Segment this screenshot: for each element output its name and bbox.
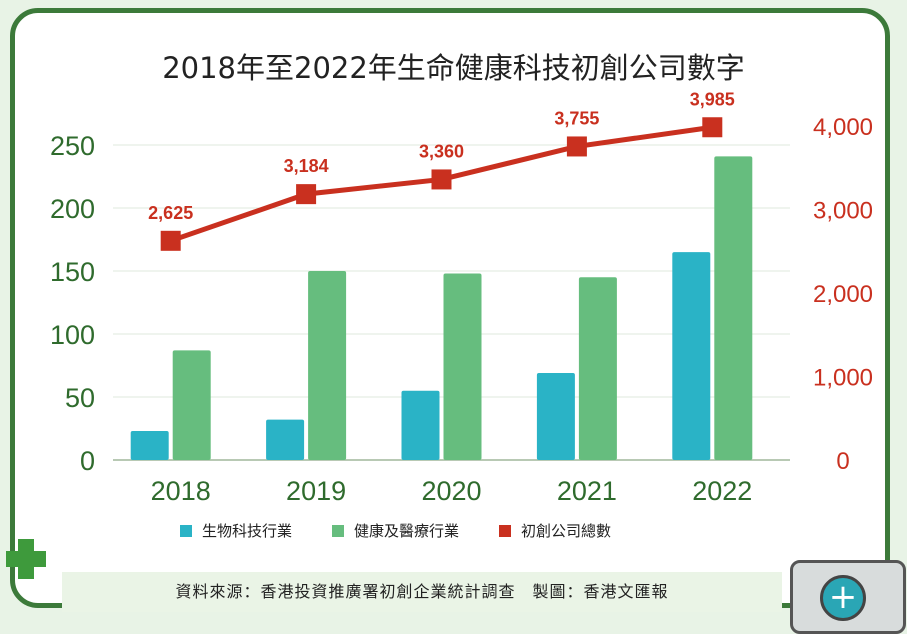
x-axis-tick: 2020	[421, 476, 481, 506]
legend: 生物科技行業 健康及醫療行業 初創公司總數	[180, 520, 611, 541]
legend-label: 生物科技行業	[202, 522, 293, 540]
bar-healthcare	[714, 156, 753, 460]
left-axis-tick: 150	[50, 257, 95, 287]
legend-swatch	[332, 524, 345, 537]
data-label: 3,360	[419, 141, 464, 161]
x-axis-tick: 2018	[151, 476, 211, 506]
legend-swatch	[180, 524, 192, 537]
legend-label: 初創公司總數	[521, 522, 612, 540]
right-axis-tick: 2,000	[813, 281, 873, 308]
legend-item: 健康及醫療行業	[332, 520, 459, 541]
x-axis-tick: 2019	[286, 476, 346, 506]
left-axis-tick: 200	[50, 194, 95, 224]
legend-swatch	[499, 524, 512, 537]
bar-healthcare	[443, 273, 482, 460]
bar-healthcare	[172, 350, 211, 460]
legend-label: 健康及醫療行業	[354, 522, 460, 540]
medical-cross-icon	[6, 539, 46, 579]
legend-item: 生物科技行業	[180, 520, 292, 541]
data-label: 3,184	[284, 156, 329, 176]
bar-biotech	[536, 373, 575, 460]
line-marker	[160, 230, 181, 251]
left-axis-tick: 250	[50, 131, 95, 161]
bar-biotech	[401, 390, 440, 460]
kit-cross-icon: +	[820, 575, 866, 621]
source-note: 資料來源：香港投資推廣署初創企業統計調查 製圖：香港文匯報	[62, 572, 782, 612]
line-marker	[431, 169, 452, 190]
left-axis-tick: 50	[65, 383, 95, 413]
x-axis-tick: 2022	[692, 476, 752, 506]
right-axis-tick: 4,000	[813, 114, 873, 141]
line-marker	[296, 184, 317, 205]
bar-biotech	[266, 419, 305, 460]
x-axis-tick: 2021	[557, 476, 617, 506]
line-marker	[702, 117, 723, 138]
right-axis-tick: 0	[836, 448, 849, 475]
data-label: 2,625	[148, 203, 193, 223]
left-axis-tick: 100	[50, 320, 95, 350]
bar-healthcare	[308, 271, 347, 460]
line-marker	[566, 136, 587, 157]
chart-title: 2018年至2022年生命健康科技初創公司數字	[162, 51, 745, 85]
legend-item: 初創公司總數	[499, 520, 611, 541]
data-label: 3,985	[690, 89, 735, 109]
right-axis-tick: 3,000	[813, 198, 873, 225]
bar-healthcare	[578, 277, 617, 460]
left-axis-tick: 0	[80, 446, 95, 476]
data-label: 3,755	[554, 108, 599, 128]
right-axis-tick: 1,000	[813, 365, 873, 392]
bar-biotech	[130, 431, 169, 460]
bar-biotech	[672, 252, 711, 460]
